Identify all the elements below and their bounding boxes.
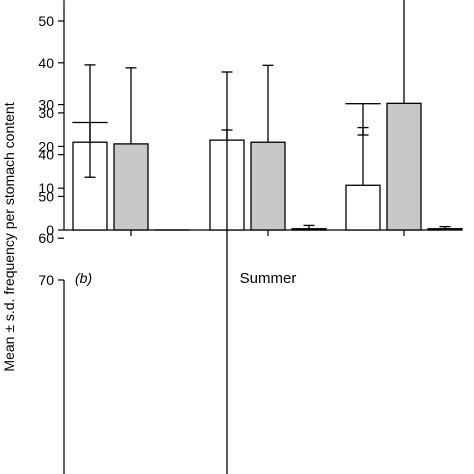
y-tick-label: 50 [38, 13, 54, 29]
bar [345, 184, 381, 231]
y-tick-label: 40 [38, 147, 54, 163]
y-tick-label: 0 [46, 222, 54, 238]
panel-b: (b) Summer 30 40 50 60 70 [38, 103, 381, 474]
panel-b-letter: (b) [75, 270, 92, 286]
bar [113, 143, 149, 231]
bar [250, 141, 286, 231]
panel-b-title: Summer [240, 270, 297, 287]
y-tick-label: 20 [38, 138, 54, 154]
panel-a: 0 10 20 30 40 50 [38, 0, 463, 238]
y-tick-label: 30 [38, 97, 54, 113]
y-tick-label: 70 [38, 272, 54, 288]
y-axis-label: Mean ± s.d. frequency per stomach conten… [1, 102, 17, 371]
y-tick-label: 50 [38, 188, 54, 204]
bar [386, 102, 422, 231]
y-tick-label: 60 [38, 230, 54, 246]
y-tick-label: 40 [38, 55, 54, 71]
y-tick-label: 30 [38, 105, 54, 121]
bar [427, 228, 463, 231]
y-tick-label: 10 [38, 180, 54, 196]
bar [291, 228, 327, 231]
